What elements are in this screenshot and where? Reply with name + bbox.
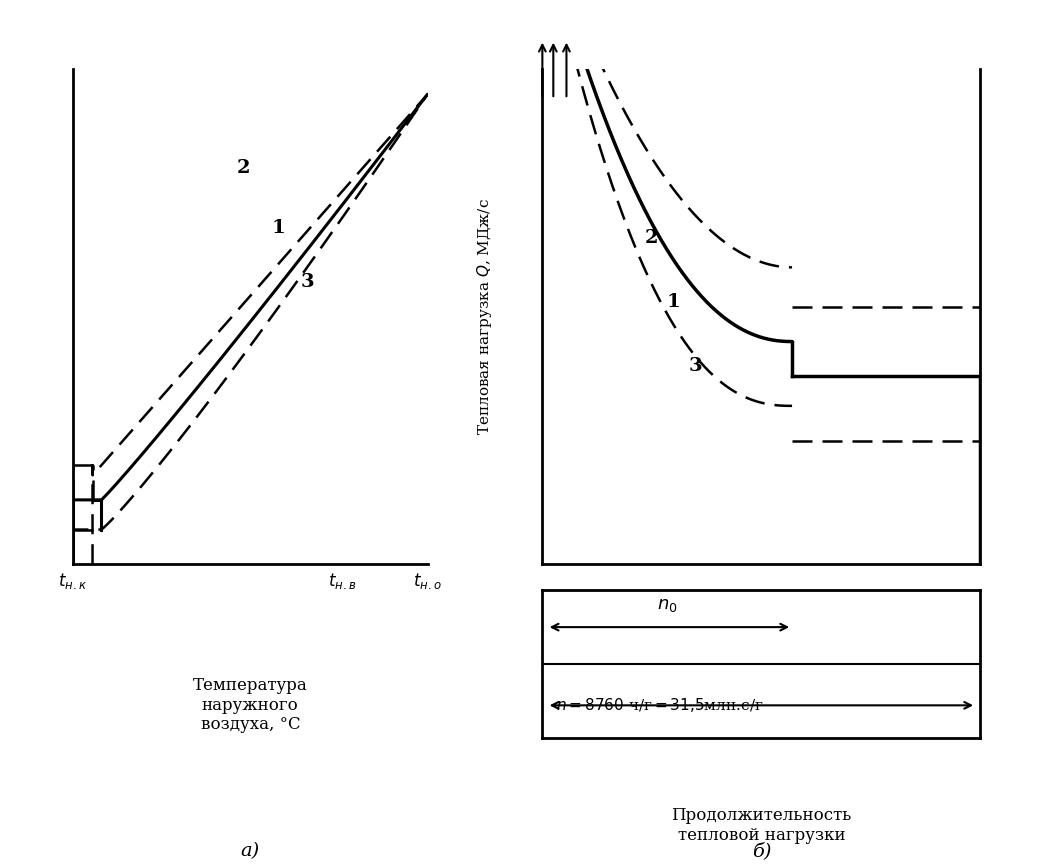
Text: 3: 3 [300, 273, 314, 291]
Text: 2: 2 [237, 160, 250, 177]
Text: а): а) [241, 842, 260, 859]
Text: 2: 2 [646, 228, 658, 247]
Text: Тепловая нагрузка $Q$, МДж/с: Тепловая нагрузка $Q$, МДж/с [476, 199, 494, 435]
Text: Температура
наружного
воздуха, °C: Температура наружного воздуха, °C [193, 677, 308, 733]
Text: Продолжительность
тепловой нагрузки: Продолжительность тепловой нагрузки [672, 807, 851, 844]
Text: 1: 1 [272, 219, 286, 237]
Text: $n{=}8760$ ч/г$=31{,}5$млн.с/г: $n{=}8760$ ч/г$=31{,}5$млн.с/г [556, 696, 762, 714]
Text: б): б) [752, 842, 771, 859]
Text: 3: 3 [688, 358, 703, 375]
Text: $n_0$: $n_0$ [657, 596, 678, 614]
Text: 1: 1 [666, 293, 681, 311]
